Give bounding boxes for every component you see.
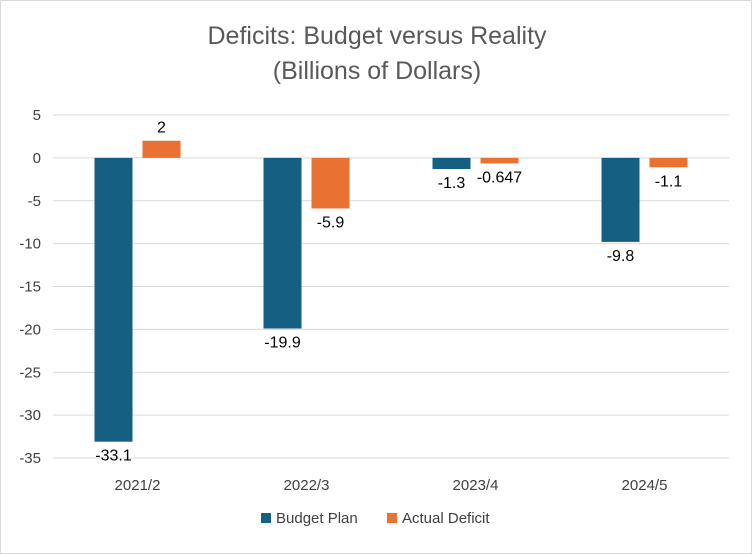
axes: 5 0 -5 -10 -15 -20 -25 -30 -35 2021/2 2022/3 2023/4…: [19, 107, 667, 494]
budget-plan-bar: [432, 157, 471, 170]
y-tick-label: -25: [19, 364, 41, 381]
actual-deficit-label: 2: [157, 120, 166, 137]
y-tick-label: -20: [19, 321, 41, 338]
y-tick-label: -5: [28, 193, 41, 210]
budget-plan-label: -1.3: [438, 175, 466, 192]
budget-plan-label: -19.9: [264, 335, 301, 352]
actual-deficit-bar: [311, 157, 350, 209]
data-labels: -33.1 -19.9 -1.3 -9.8 2 -5.9 -0.647 -1.1: [95, 120, 682, 465]
x-category-label: 2023/4: [453, 477, 499, 494]
legend-label-budget-plan: Budget Plan: [276, 510, 358, 527]
y-tick-label: -15: [19, 279, 41, 296]
legend-swatch-actual-deficit: [387, 513, 397, 523]
chart-subtitle: (Billions of Dollars): [273, 57, 481, 85]
actual-deficit-label: -0.647: [477, 169, 522, 186]
x-category-label: 2024/5: [622, 477, 668, 494]
y-tick-label: 5: [33, 107, 41, 124]
legend-swatch-budget-plan: [261, 513, 271, 523]
y-tick-label: -35: [19, 450, 41, 467]
actual-deficit-label: -1.1: [655, 173, 683, 190]
legend: Budget Plan Actual Deficit: [261, 510, 490, 527]
y-tick-label: -30: [19, 407, 41, 424]
actual-deficit-label: -5.9: [317, 214, 345, 231]
actual-deficit-bar: [649, 157, 688, 168]
budget-plan-bar: [601, 157, 640, 242]
bars: [94, 140, 688, 442]
budget-plan-bar: [263, 157, 302, 329]
budget-plan-bar: [94, 157, 133, 442]
legend-label-actual-deficit: Actual Deficit: [402, 510, 490, 527]
actual-deficit-bar: [142, 140, 181, 158]
chart-title: Deficits: Budget versus Reality: [207, 22, 547, 50]
budget-plan-label: -9.8: [607, 248, 635, 265]
x-category-label: 2021/2: [115, 477, 161, 494]
x-category-label: 2022/3: [284, 477, 330, 494]
actual-deficit-bar: [480, 157, 519, 164]
y-tick-label: -10: [19, 236, 41, 253]
y-tick-label: 0: [33, 150, 41, 167]
budget-plan-label: -33.1: [95, 448, 132, 465]
